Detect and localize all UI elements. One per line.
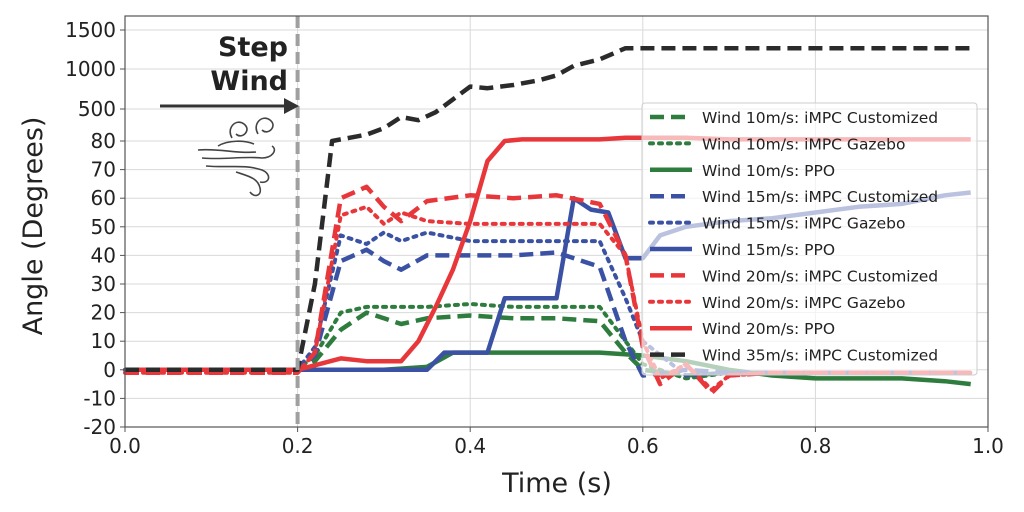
series-line-9 xyxy=(125,45,971,373)
y-tick-label: 20 xyxy=(91,301,116,325)
x-tick-label: 0.4 xyxy=(454,434,486,458)
legend-label: Wind 15m/s: iMPC Customized xyxy=(702,188,938,206)
legend-label: Wind 10m/s: iMPC Gazebo xyxy=(702,135,905,153)
plot-frame xyxy=(124,15,989,428)
x-tick-label: 0.2 xyxy=(282,434,314,458)
legend-label: Wind 20m/s: iMPC Customized xyxy=(702,267,938,285)
y-tick-label: 1500 xyxy=(65,18,116,42)
y-tick-label: 30 xyxy=(91,272,116,296)
y-tick-label: 500 xyxy=(78,97,116,121)
y-tick-label: -20 xyxy=(83,415,116,439)
y-ticks: -20 -10 0 10 20 30 40 50 60 70 80 500 1000 1500 xyxy=(65,18,125,439)
y-tick-label: 50 xyxy=(91,215,116,239)
x-tick-label: 0.8 xyxy=(799,434,831,458)
x-tick-label: 0.6 xyxy=(627,434,659,458)
y-tick-label: -10 xyxy=(83,386,116,410)
y-axis-title: Angle (Degrees) xyxy=(18,117,49,336)
legend-label: Wind 15m/s: iMPC Gazebo xyxy=(702,215,905,233)
x-tick-label: 0.0 xyxy=(109,434,141,458)
y-tick-label: 60 xyxy=(91,186,116,210)
y-tick-label: 1000 xyxy=(65,57,116,81)
annotation-line1: Step xyxy=(218,32,288,63)
arrow-icon xyxy=(160,98,299,114)
y-tick-label: 70 xyxy=(91,158,116,182)
legend-label: Wind 10m/s: PPO xyxy=(702,162,835,180)
y-tick-label: 40 xyxy=(91,243,116,267)
wind-swirl-icon xyxy=(197,117,276,197)
y-tick-label: 0 xyxy=(103,358,116,382)
y-tick-label: 10 xyxy=(91,329,116,353)
legend-label: Wind 10m/s: iMPC Customized xyxy=(702,109,938,127)
annotation-line2: Wind xyxy=(210,66,288,97)
legend-label: Wind 15m/s: PPO xyxy=(702,241,835,259)
x-tick-label: 1.0 xyxy=(972,434,1004,458)
legend-label: Wind 20m/s: iMPC Gazebo xyxy=(702,294,905,312)
legend-label: Wind 20m/s: PPO xyxy=(702,320,835,338)
legend-box xyxy=(641,102,978,376)
x-axis-title: Time (s) xyxy=(501,468,612,499)
legend-label: Wind 35m/s: iMPC Customized xyxy=(702,347,938,365)
y-tick-label: 80 xyxy=(91,129,116,153)
x-ticks: 0.0 0.2 0.4 0.6 0.8 1.0 xyxy=(109,427,1004,458)
legend: Wind 10m/s: iMPC Customized Wind 10m/s: i… xyxy=(641,102,978,376)
step-wind-annotation: Step Wind xyxy=(160,32,299,197)
